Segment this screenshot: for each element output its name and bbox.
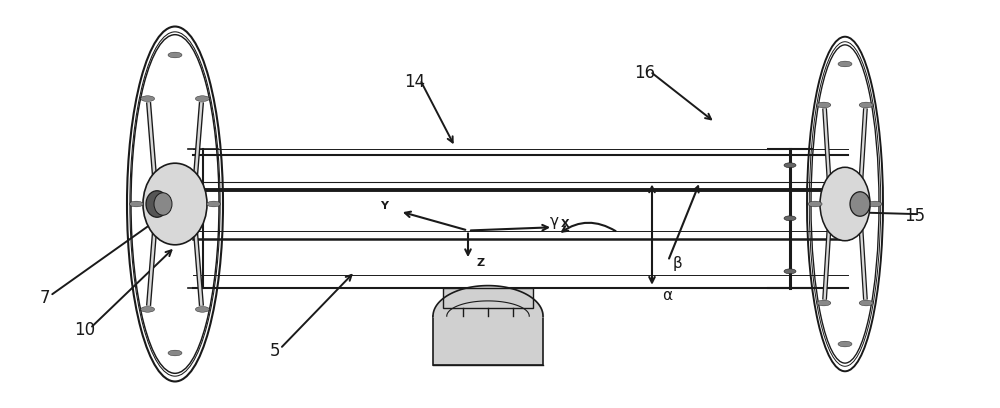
Text: 10: 10 <box>74 322 96 339</box>
Circle shape <box>129 201 143 207</box>
Circle shape <box>168 52 182 58</box>
Circle shape <box>141 306 155 312</box>
Ellipse shape <box>146 191 168 217</box>
Text: 5: 5 <box>270 342 280 360</box>
Text: Z: Z <box>476 258 484 268</box>
Circle shape <box>817 102 831 108</box>
Circle shape <box>207 201 221 207</box>
Circle shape <box>195 96 209 102</box>
Ellipse shape <box>850 192 870 216</box>
Circle shape <box>817 300 831 306</box>
Text: X: X <box>561 219 570 229</box>
Bar <box>443 288 533 308</box>
Text: β: β <box>673 257 683 271</box>
Circle shape <box>784 163 796 168</box>
Circle shape <box>838 341 852 347</box>
Text: 7: 7 <box>40 289 50 307</box>
Circle shape <box>784 269 796 274</box>
Circle shape <box>168 350 182 356</box>
Circle shape <box>868 201 882 207</box>
Circle shape <box>808 201 822 207</box>
Circle shape <box>195 306 209 312</box>
Circle shape <box>838 61 852 67</box>
Text: 16: 16 <box>634 64 656 82</box>
Bar <box>433 316 543 365</box>
Text: Y: Y <box>380 202 388 211</box>
Ellipse shape <box>820 167 870 241</box>
Circle shape <box>784 216 796 221</box>
Ellipse shape <box>143 163 207 245</box>
Circle shape <box>859 102 873 108</box>
Text: α: α <box>662 288 672 303</box>
Text: 14: 14 <box>404 73 426 91</box>
Ellipse shape <box>154 193 172 215</box>
Circle shape <box>141 96 155 102</box>
Text: 15: 15 <box>904 207 926 225</box>
Circle shape <box>859 300 873 306</box>
Text: γ: γ <box>550 214 559 228</box>
